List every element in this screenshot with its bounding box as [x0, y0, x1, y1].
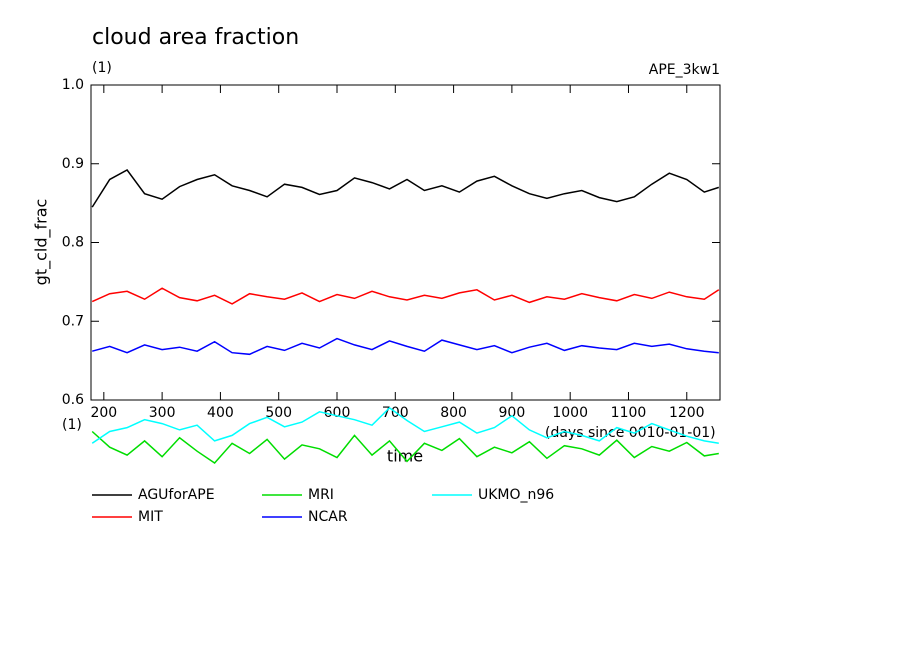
series-line	[92, 337, 719, 356]
legend-label: NCAR	[308, 509, 348, 525]
x-tick-label: 500	[265, 405, 292, 421]
x-unit-label: (1)	[62, 417, 82, 433]
y-tick-label: 0.9	[62, 156, 84, 172]
chart-title: cloud area fraction	[92, 25, 299, 50]
series-line	[91, 287, 720, 305]
x-tick-label: 1000	[552, 405, 588, 421]
legend-label: AGUforAPE	[138, 487, 215, 503]
unit-label: (1)	[92, 60, 112, 76]
y-tick-label: 1.0	[62, 77, 84, 93]
x-tick-label: 1200	[669, 405, 705, 421]
legend-label: MRI	[308, 487, 334, 503]
x-tick-label: 200	[90, 405, 117, 421]
x-tick-label: 400	[207, 405, 234, 421]
y-tick-label: 0.8	[62, 235, 84, 251]
legend-label: UKMO_n96	[478, 487, 554, 503]
y-tick-label: 0.7	[62, 313, 84, 329]
series-line	[91, 406, 719, 445]
ticks	[91, 84, 720, 401]
x-tick-label: 800	[440, 405, 467, 421]
x-tick-label: 900	[499, 405, 526, 421]
y-axis-label: gt_cld_frac	[32, 199, 52, 286]
subtitle: APE_3kw1	[649, 62, 720, 78]
y-tick-label: 0.6	[62, 392, 84, 408]
plot-frame	[90, 84, 721, 401]
series-line	[91, 430, 719, 464]
x-tick-label: 1100	[611, 405, 647, 421]
x-axis-label: time	[387, 447, 423, 466]
x-tick-label: 300	[149, 405, 176, 421]
series-line	[91, 169, 720, 208]
legend-label: MIT	[138, 509, 163, 525]
